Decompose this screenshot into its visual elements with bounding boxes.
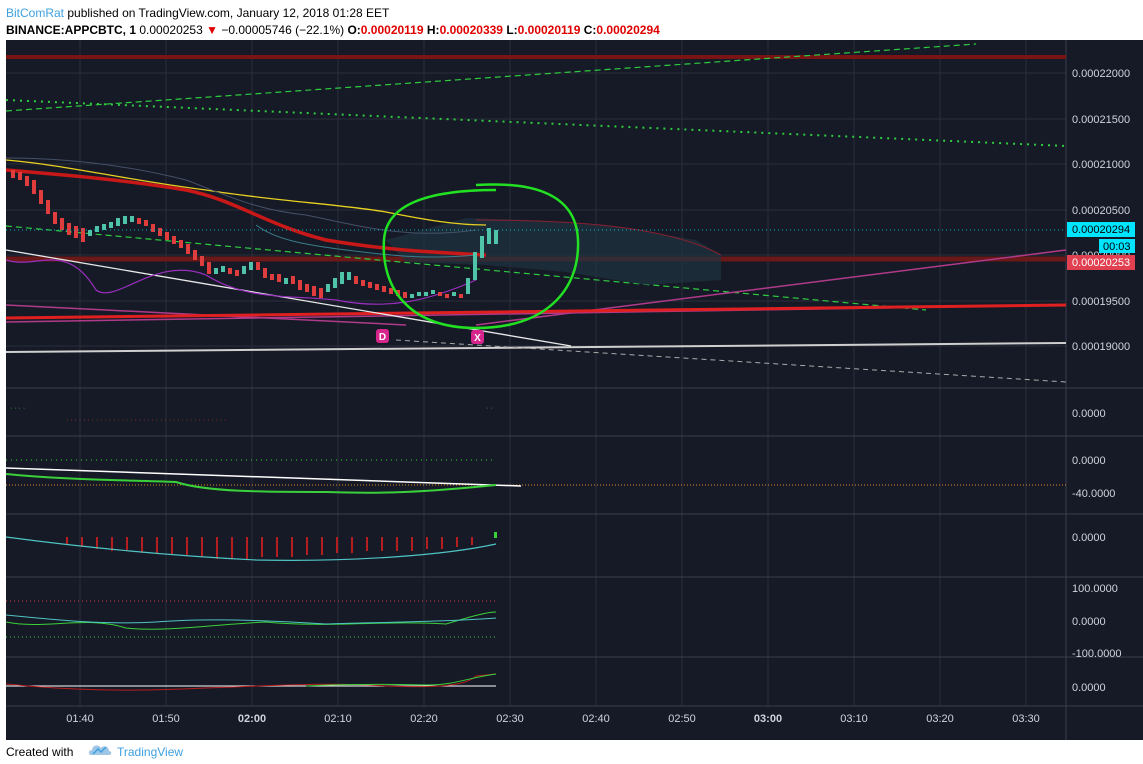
symbol-line: BINANCE:APPCBTC, 1 0.00020253 ▼ −0.00005… [6, 23, 660, 37]
pane2-tick: -40.0000 [1072, 488, 1115, 500]
chart-svg[interactable]: D X · · · · · · · · · · · · · · · · · · … [5, 40, 1143, 740]
white-horizontal-line[interactable] [5, 342, 1067, 353]
low-label: L: [506, 23, 518, 37]
price-axis: 0.00022000 0.00021500 0.00021000 0.00020… [1072, 68, 1130, 353]
publish-line: BitComRat published on TradingView.com, … [6, 6, 389, 20]
horizontal-grid [6, 72, 1066, 347]
teal-line [255, 224, 477, 258]
time-tick: 03:20 [926, 713, 954, 725]
dotted-trendline[interactable] [5, 99, 1067, 147]
upper-trendline[interactable] [5, 43, 977, 112]
time-tick: 02:30 [496, 713, 524, 725]
white-dashed-line[interactable] [395, 339, 1067, 383]
yellow-ma [5, 159, 487, 226]
price-tick: 0.00019500 [1072, 296, 1130, 308]
high-label: H: [426, 23, 440, 37]
pane2-tick: 0.0000 [1072, 455, 1106, 467]
pane4-green-line [5, 611, 497, 630]
symbol-name[interactable]: BINANCE:APPCBTC, 1 [6, 23, 137, 37]
price-change: −0.00005746 (−22.1%) [221, 23, 345, 37]
pane4-tick: -100.0000 [1072, 648, 1122, 660]
tradingview-cloud-icon[interactable] [88, 742, 112, 761]
price-tick: 0.00021000 [1072, 159, 1130, 171]
time-tick: 03:10 [840, 713, 868, 725]
chart-header: BitComRat published on TradingView.com, … [0, 0, 1143, 40]
red-ma-line[interactable] [5, 303, 1067, 320]
ichimoku-cloud [386, 218, 721, 285]
price-tick: 0.00019000 [1072, 341, 1130, 353]
created-with-text: Created with [6, 745, 74, 759]
close-value: 0.00020294 [596, 23, 660, 37]
time-tick: 02:40 [582, 713, 610, 725]
green-circle-annotation[interactable] [382, 183, 580, 330]
macd-last-bar [494, 532, 497, 538]
pane4-tick: 0.0000 [1072, 616, 1106, 628]
time-tick: 02:50 [668, 713, 696, 725]
svg-text:· ·: · · [486, 405, 493, 412]
time-tick: 01:50 [152, 713, 180, 725]
pane5-tick: 0.0000 [1072, 682, 1106, 694]
svg-text:· · · · · · · · · · · · · · ·: · · · · · · · · · · · · · · · · · · · · … [66, 417, 227, 424]
price-tick: 0.00021500 [1072, 114, 1130, 126]
svg-text:· · · ·: · · · · [10, 405, 25, 412]
last-price-label: 0.00020253 [1067, 255, 1135, 270]
pane2-green-line [5, 473, 497, 494]
cloud-edge [475, 219, 722, 256]
purple-band [5, 259, 477, 305]
pane1-dots: · · · · · · · · · · · · · · · · · · · · … [10, 405, 493, 424]
countdown-label: 00:03 [1099, 239, 1135, 253]
pane-separators [6, 40, 1143, 740]
time-tick: 02:10 [324, 713, 352, 725]
time-tick: 03:30 [1012, 713, 1040, 725]
down-arrow-icon: ▼ [206, 23, 218, 37]
vertical-grid [79, 40, 1027, 706]
red-ma [5, 168, 487, 257]
svg-text:D: D [379, 332, 386, 343]
indicator-axes: 0.0000 0.0000 -40.0000 0.0000 100.0000 0… [1072, 408, 1122, 694]
pane2-white-trendline[interactable] [5, 467, 522, 487]
mid-trendline[interactable] [5, 225, 927, 311]
candles[interactable] [11, 170, 498, 298]
marker-d[interactable]: D [376, 329, 389, 343]
close-label: C: [583, 23, 597, 37]
footer: Created with TradingView [0, 740, 1143, 764]
time-tick: 03:00 [754, 713, 782, 725]
current-price-label: 0.00020294 [1067, 222, 1135, 237]
low-value: 0.00020119 [517, 23, 581, 37]
time-tick: 02:20 [410, 713, 438, 725]
macd-signal-line [5, 536, 497, 561]
svg-text:X: X [474, 333, 481, 344]
pane1-tick: 0.0000 [1072, 408, 1106, 420]
pane3-tick: 0.0000 [1072, 532, 1106, 544]
time-tick: 02:00 [238, 713, 266, 725]
open-value: 0.00020119 [360, 23, 424, 37]
last-price: 0.00020253 [139, 23, 203, 37]
svg-text:0.00020294: 0.00020294 [1072, 224, 1130, 236]
high-value: 0.00020339 [439, 23, 503, 37]
price-tick: 0.00020500 [1072, 205, 1130, 217]
open-label: O: [347, 23, 361, 37]
pane4-tick: 100.0000 [1072, 583, 1118, 595]
pane4-teal-line [5, 614, 497, 625]
time-tick: 01:40 [66, 713, 94, 725]
svg-text:0.00020253: 0.00020253 [1072, 257, 1130, 269]
marker-x[interactable]: X [471, 330, 484, 344]
bollinger-upper [5, 157, 477, 234]
time-axis: 01:40 01:50 02:00 02:10 02:20 02:30 02:4… [66, 713, 1040, 725]
author-link[interactable]: BitComRat [6, 6, 65, 20]
svg-text:00:03: 00:03 [1103, 241, 1131, 253]
pane5-red-line [5, 673, 497, 691]
macd-histogram [66, 537, 473, 559]
pane5-green-line [305, 673, 497, 687]
chart-area[interactable]: D X · · · · · · · · · · · · · · · · · · … [5, 40, 1143, 740]
tradingview-link[interactable]: TradingView [117, 745, 184, 759]
price-tick: 0.00022000 [1072, 68, 1130, 80]
published-text: published on TradingView.com, January 12… [67, 6, 390, 20]
